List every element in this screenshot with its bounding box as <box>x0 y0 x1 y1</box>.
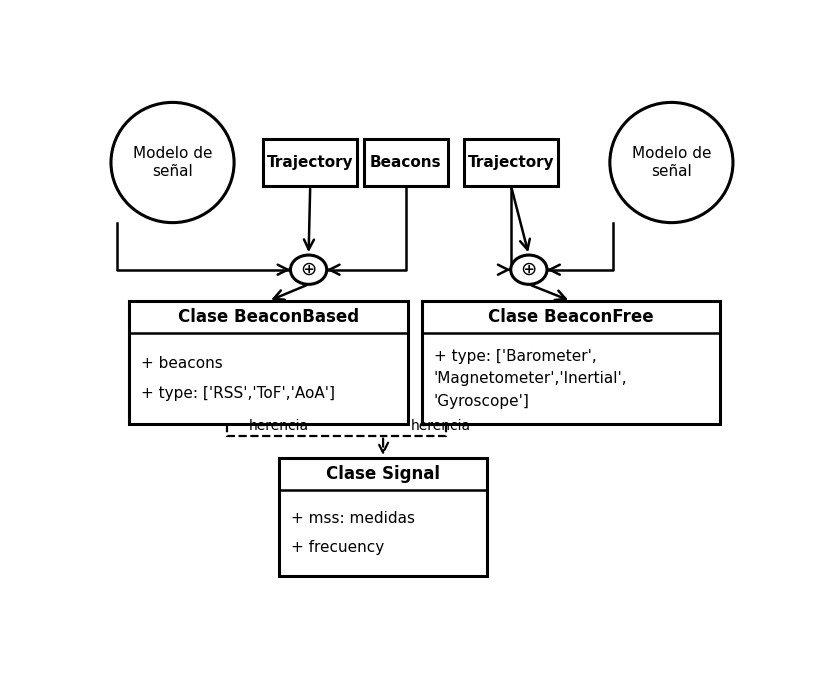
Text: Clase Signal: Clase Signal <box>326 465 440 483</box>
Text: + beacons: + beacons <box>140 356 222 371</box>
FancyBboxPatch shape <box>279 458 487 576</box>
Ellipse shape <box>111 103 234 223</box>
Text: ⊕: ⊕ <box>521 260 537 279</box>
Text: 'Gyroscope']: 'Gyroscope'] <box>434 394 529 409</box>
Text: Clase BeaconFree: Clase BeaconFree <box>488 308 654 327</box>
Text: herencia: herencia <box>249 419 309 433</box>
FancyBboxPatch shape <box>464 139 558 186</box>
Text: + type: ['RSS','ToF','AoA']: + type: ['RSS','ToF','AoA'] <box>140 386 334 401</box>
Text: Beacons: Beacons <box>370 155 441 170</box>
Circle shape <box>511 255 547 285</box>
Text: Modelo de
señal: Modelo de señal <box>133 146 212 179</box>
Circle shape <box>290 255 327 285</box>
Text: herencia: herencia <box>410 419 471 433</box>
Text: Modelo de
señal: Modelo de señal <box>632 146 711 179</box>
FancyBboxPatch shape <box>422 301 720 424</box>
Text: + type: ['Barometer',: + type: ['Barometer', <box>434 348 596 363</box>
Text: Trajectory: Trajectory <box>267 155 354 170</box>
Text: Clase BeaconBased: Clase BeaconBased <box>178 308 359 327</box>
FancyBboxPatch shape <box>263 139 357 186</box>
FancyBboxPatch shape <box>364 139 448 186</box>
FancyBboxPatch shape <box>129 301 408 424</box>
Text: Trajectory: Trajectory <box>468 155 554 170</box>
Ellipse shape <box>610 103 733 223</box>
Text: 'Magnetometer','Inertial',: 'Magnetometer','Inertial', <box>434 371 627 386</box>
Text: + mss: medidas: + mss: medidas <box>291 511 415 526</box>
Text: ⊕: ⊕ <box>300 260 317 279</box>
Text: + frecuency: + frecuency <box>291 540 385 555</box>
